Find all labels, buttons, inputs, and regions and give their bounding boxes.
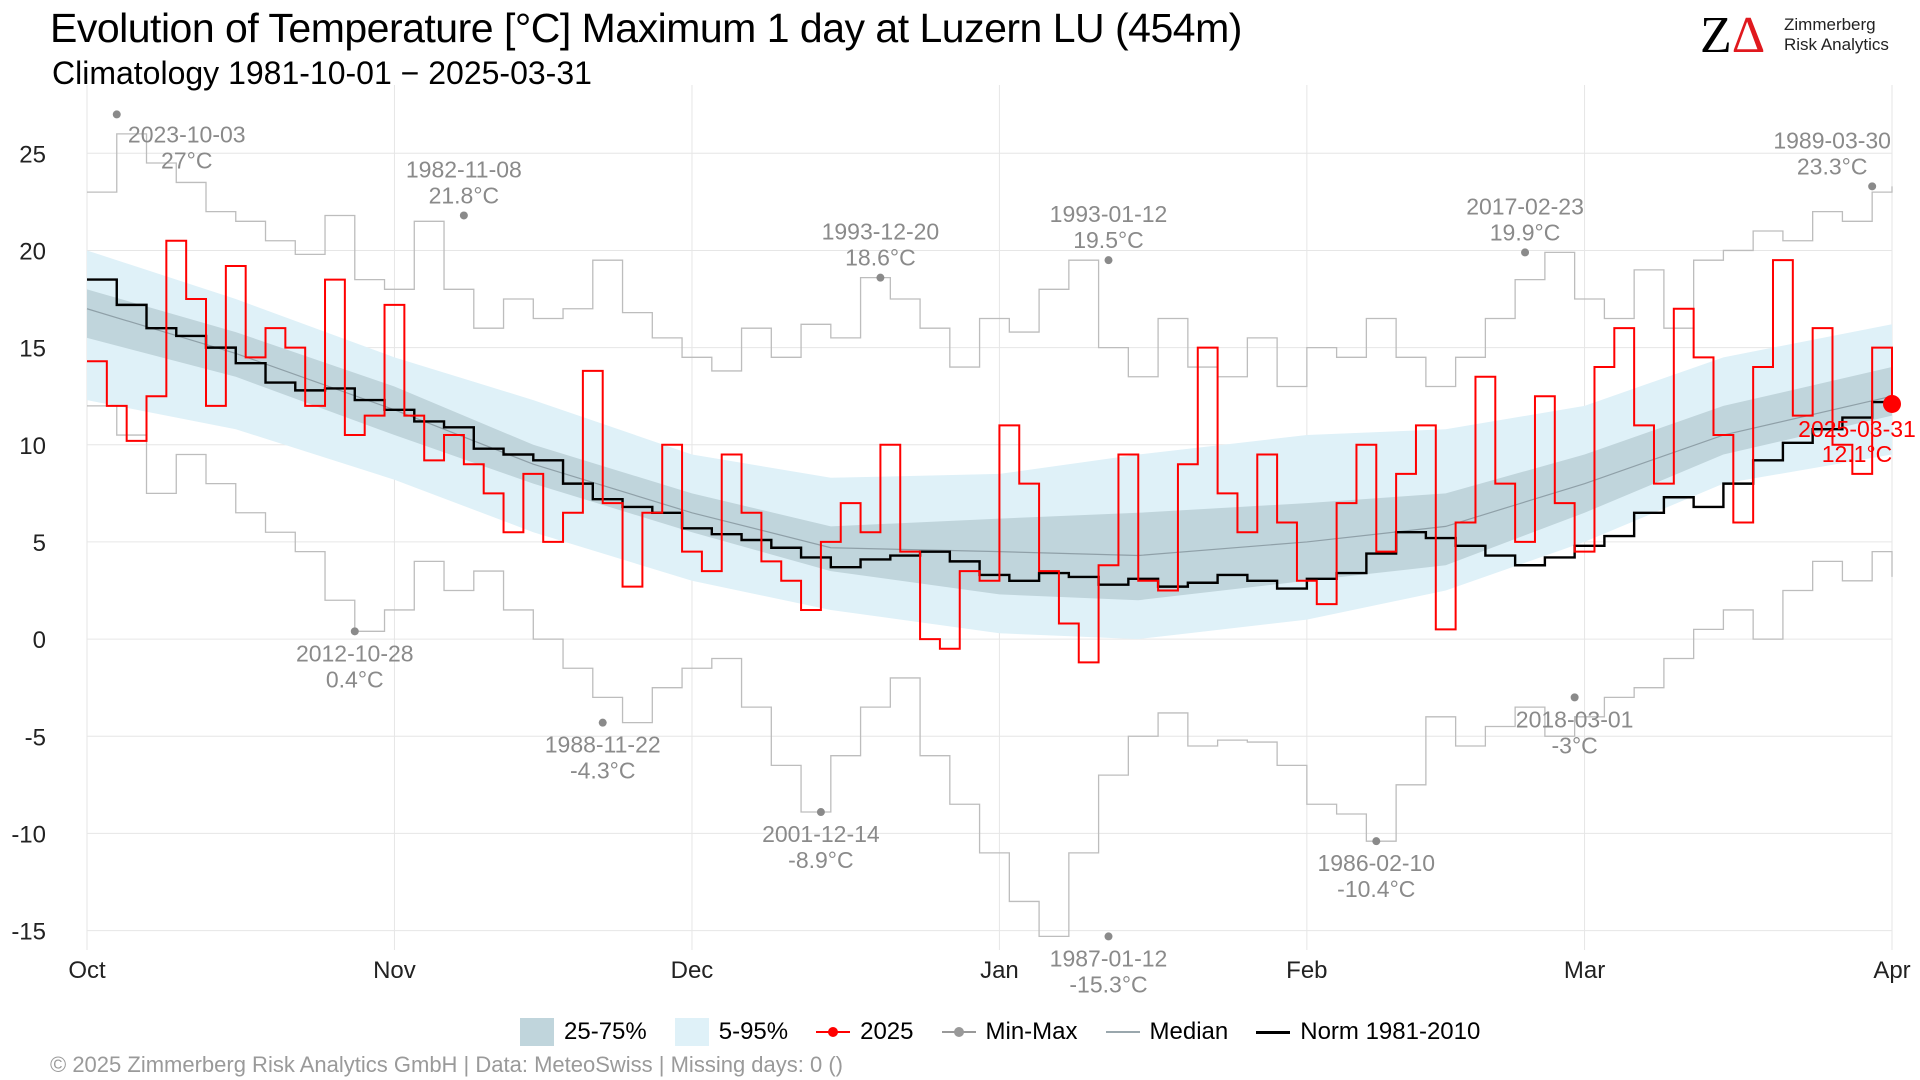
y-tick-label: 5 [33,530,46,557]
logo-mark-icon: ZΔ [1700,7,1766,64]
extreme-point [816,808,825,817]
extreme-point [350,627,359,636]
chart-legend: 25-75% 5-95% 2025 Min-Max Median Norm 1981-20… [520,1015,1508,1049]
y-tick-label: 10 [19,433,46,460]
extreme-value-label: 18.6°C [845,245,916,271]
footer-credit: © 2025 Zimmerberg Risk Analytics GmbH | … [50,1052,843,1077]
extreme-value-label: 21.8°C [429,182,500,208]
extreme-value-label: -15.3°C [1069,971,1147,997]
legend-swatch [520,1018,554,1046]
legend-label: 5-95% [718,1018,789,1045]
legend-dot-icon [953,1027,964,1037]
x-tick-label: Jan [980,957,1019,984]
extreme-value-label: -3°C [1552,732,1598,758]
extreme-point [1521,248,1530,257]
extreme-date-label: 2023-10-03 [128,121,246,147]
extreme-point [1868,182,1877,191]
extreme-value-label: 19.5°C [1073,227,1144,253]
legend-line-icon [1256,1030,1291,1034]
legend-line-icon [816,1027,851,1037]
chart-subtitle: Climatology 1981-10-01 − 2025-03-31 [52,55,592,91]
extreme-point [1372,837,1381,846]
y-tick-label: 20 [19,238,46,265]
x-tick-label: Dec [671,957,714,984]
extreme-point [459,211,468,220]
legend-label: Norm 1981-2010 [1300,1018,1481,1045]
logo-line2: Risk Analytics [1784,35,1889,54]
extreme-date-label: 1982-11-08 [406,156,522,182]
y-tick-label: 15 [19,336,46,363]
extreme-date-label: 1989-03-30 [1773,127,1891,153]
legend-label: Min-Max [985,1018,1078,1045]
extreme-date-label: 1988-11-22 [545,732,661,758]
extreme-point [598,718,607,727]
legend-label: Median [1149,1018,1229,1045]
legend-item: 2025 [816,1018,914,1046]
y-tick-label: -10 [11,821,46,848]
y-tick-label: -15 [11,919,46,946]
chart-title: Evolution of Temperature [°C] Maximum 1 … [50,5,1242,51]
legend-item: Median [1105,1018,1229,1046]
extreme-date-label: 2017-02-23 [1466,193,1584,219]
x-tick-label: Feb [1286,957,1327,984]
legend-label: 2025 [860,1018,914,1045]
extreme-date-label: 1993-01-12 [1050,201,1168,227]
extreme-date-label: 1993-12-20 [822,219,940,245]
y-tick-label: -5 [25,724,46,751]
legend-item: Norm 1981-2010 [1256,1018,1480,1046]
legend-dot-icon [828,1027,839,1037]
extreme-value-label: 27°C [161,147,212,173]
extreme-value-label: 19.9°C [1490,219,1561,245]
legend-line-icon [941,1027,976,1037]
extreme-date-label: 2018-03-01 [1516,706,1634,732]
max-series-line [87,133,1893,388]
extreme-date-label: 1987-01-12 [1050,945,1168,971]
min-series-line [87,405,1893,938]
legend-label: 25-75% [564,1018,647,1045]
extreme-point [1104,932,1113,941]
series-2025-line [87,239,1893,664]
x-tick-label: Apr [1873,957,1910,984]
extreme-date-label: 1986-02-10 [1317,850,1435,876]
current-point [1883,394,1901,413]
x-tick-label: Oct [68,957,106,984]
extreme-date-label: 2001-12-14 [762,821,880,847]
extreme-value-label: -4.3°C [570,758,635,784]
extreme-value-label: -8.9°C [788,847,853,873]
norm-line [87,278,1894,590]
legend-swatch [674,1018,709,1046]
extreme-value-label: 23.3°C [1797,153,1868,179]
extreme-point [876,273,885,282]
extreme-point [1104,256,1113,265]
legend-line-icon [1105,1031,1140,1033]
legend-item: 25-75% [520,1018,647,1046]
legend-item: 5-95% [674,1018,789,1046]
extreme-point [1570,693,1579,702]
extreme-point [112,110,121,119]
extreme-date-label: 2012-10-28 [296,640,414,666]
current-date-label: 2025-03-31 [1798,416,1916,442]
legend-item: Min-Max [941,1018,1078,1046]
extreme-value-label: -10.4°C [1337,876,1415,902]
y-tick-label: 25 [19,141,46,168]
band-25-75 [87,289,1892,601]
x-tick-label: Mar [1564,957,1605,984]
x-tick-label: Nov [373,957,416,984]
current-value-label: 12.1°C [1822,441,1893,467]
y-tick-label: 0 [33,627,46,654]
logo-line1: Zimmerberg [1784,15,1876,34]
company-logo: ZΔ Zimmerberg Risk Analytics [1700,10,1910,62]
extreme-value-label: 0.4°C [326,666,384,692]
